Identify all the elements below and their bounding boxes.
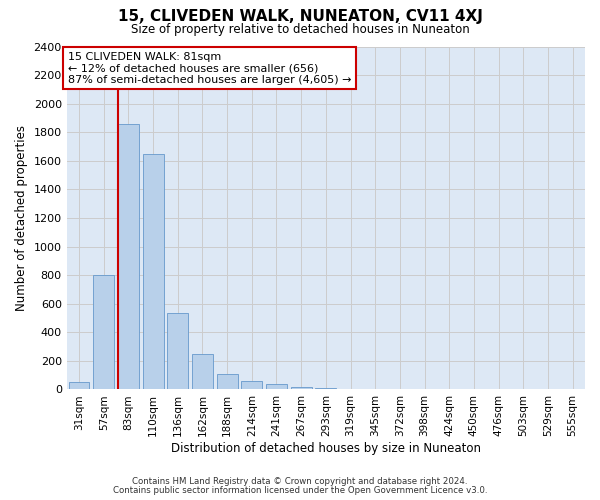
Bar [316, 388, 337, 390]
Text: 15 CLIVEDEN WALK: 81sqm
← 12% of detached houses are smaller (656)
87% of semi-d: 15 CLIVEDEN WALK: 81sqm ← 12% of detache… [68, 52, 352, 85]
Text: 15, CLIVEDEN WALK, NUNEATON, CV11 4XJ: 15, CLIVEDEN WALK, NUNEATON, CV11 4XJ [118, 9, 482, 24]
Bar [143, 154, 164, 390]
Bar [167, 313, 188, 390]
Text: Contains public sector information licensed under the Open Government Licence v3: Contains public sector information licen… [113, 486, 487, 495]
Bar [290, 386, 311, 390]
Y-axis label: Number of detached properties: Number of detached properties [15, 125, 28, 311]
Bar [241, 381, 262, 390]
Bar [217, 374, 238, 390]
Bar [192, 354, 213, 390]
Bar [93, 275, 114, 390]
Bar [340, 388, 361, 390]
X-axis label: Distribution of detached houses by size in Nuneaton: Distribution of detached houses by size … [171, 442, 481, 455]
Bar [68, 382, 89, 390]
Text: Contains HM Land Registry data © Crown copyright and database right 2024.: Contains HM Land Registry data © Crown c… [132, 477, 468, 486]
Text: Size of property relative to detached houses in Nuneaton: Size of property relative to detached ho… [131, 22, 469, 36]
Bar [266, 384, 287, 390]
Bar [118, 124, 139, 390]
